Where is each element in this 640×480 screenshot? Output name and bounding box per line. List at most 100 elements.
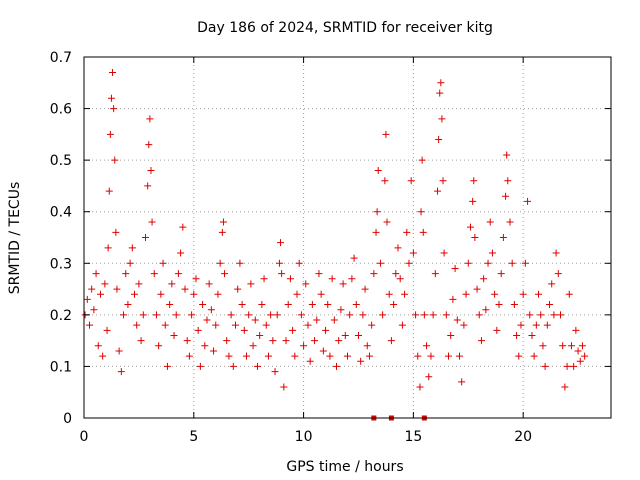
data-point bbox=[431, 270, 439, 278]
data-point bbox=[407, 177, 415, 185]
data-point bbox=[115, 347, 123, 355]
data-point bbox=[330, 316, 338, 324]
data-point bbox=[94, 342, 102, 350]
data-point bbox=[234, 285, 242, 293]
data-point bbox=[396, 275, 404, 283]
data-point bbox=[409, 249, 417, 257]
data-point bbox=[453, 316, 461, 324]
data-point bbox=[300, 342, 308, 350]
data-point bbox=[253, 362, 261, 370]
data-point bbox=[157, 290, 165, 298]
data-point bbox=[174, 270, 182, 278]
data-point bbox=[350, 254, 358, 262]
data-point bbox=[161, 321, 169, 329]
data-point bbox=[346, 311, 354, 319]
data-point bbox=[442, 311, 450, 319]
data-point bbox=[313, 316, 321, 324]
data-point bbox=[361, 285, 369, 293]
data-point bbox=[348, 275, 356, 283]
data-point bbox=[190, 290, 198, 298]
data-point bbox=[201, 342, 209, 350]
data-point bbox=[120, 311, 128, 319]
data-point bbox=[354, 331, 362, 339]
data-point bbox=[291, 352, 299, 360]
data-point bbox=[258, 301, 266, 309]
data-point bbox=[297, 311, 305, 319]
data-point bbox=[473, 285, 481, 293]
data-point bbox=[322, 326, 330, 334]
data-point bbox=[109, 68, 117, 76]
data-point bbox=[385, 290, 393, 298]
data-point bbox=[574, 347, 582, 355]
data-point bbox=[146, 115, 154, 123]
data-point bbox=[550, 311, 558, 319]
data-point bbox=[532, 321, 540, 329]
data-point bbox=[170, 331, 178, 339]
data-point bbox=[567, 342, 575, 350]
chart-title: Day 186 of 2024, SRMTID for receiver kit… bbox=[197, 20, 493, 36]
data-point bbox=[282, 337, 290, 345]
data-point bbox=[280, 383, 288, 391]
data-point bbox=[179, 223, 187, 231]
data-point bbox=[147, 166, 155, 174]
data-point bbox=[379, 311, 387, 319]
x-tick-label: 10 bbox=[295, 429, 313, 445]
data-point bbox=[232, 321, 240, 329]
data-point bbox=[308, 301, 316, 309]
data-point bbox=[517, 321, 525, 329]
data-point bbox=[152, 311, 160, 319]
y-tick-label: 0.2 bbox=[50, 308, 72, 324]
data-point bbox=[264, 352, 272, 360]
data-point bbox=[159, 259, 167, 267]
data-point bbox=[425, 373, 433, 381]
data-point bbox=[194, 326, 202, 334]
data-point bbox=[352, 301, 360, 309]
y-tick-label: 0.4 bbox=[50, 205, 72, 221]
data-point bbox=[539, 342, 547, 350]
data-point bbox=[373, 208, 381, 216]
data-point bbox=[436, 89, 444, 97]
data-point bbox=[486, 218, 494, 226]
data-point bbox=[552, 249, 560, 257]
data-point bbox=[242, 352, 250, 360]
data-point bbox=[126, 259, 134, 267]
data-point bbox=[482, 306, 490, 314]
data-point bbox=[185, 352, 193, 360]
data-point bbox=[429, 311, 437, 319]
data-point bbox=[559, 342, 567, 350]
data-point bbox=[141, 234, 149, 241]
data-point bbox=[293, 290, 301, 298]
data-point bbox=[326, 352, 334, 360]
data-point bbox=[112, 228, 120, 236]
data-point bbox=[445, 352, 453, 360]
data-point bbox=[269, 337, 277, 345]
data-point bbox=[83, 295, 91, 303]
data-point bbox=[524, 197, 532, 205]
data-point bbox=[227, 311, 235, 319]
data-point bbox=[139, 311, 147, 319]
data-point bbox=[205, 280, 213, 288]
data-point bbox=[271, 368, 279, 376]
x-tick-labels: 0 5 10 15 20 bbox=[80, 429, 533, 445]
data-point bbox=[150, 270, 158, 278]
data-point bbox=[405, 259, 413, 267]
data-point bbox=[99, 352, 107, 360]
data-point bbox=[374, 166, 382, 174]
data-point bbox=[521, 259, 529, 267]
data-point bbox=[497, 270, 505, 278]
data-point bbox=[423, 342, 431, 350]
y-tick-labels: 0 0.1 0.2 0.3 0.4 0.5 0.6 0.7 bbox=[50, 50, 72, 427]
data-point bbox=[339, 280, 347, 288]
data-point bbox=[219, 218, 227, 226]
data-point bbox=[168, 280, 176, 288]
data-point bbox=[196, 362, 204, 370]
data-point bbox=[106, 130, 114, 138]
data-point bbox=[96, 290, 104, 298]
plot-frame bbox=[83, 56, 612, 419]
x-axis-label: GPS time / hours bbox=[286, 459, 403, 475]
data-point bbox=[537, 311, 545, 319]
data-point bbox=[133, 321, 141, 329]
data-point bbox=[554, 270, 562, 278]
data-point bbox=[440, 249, 448, 257]
